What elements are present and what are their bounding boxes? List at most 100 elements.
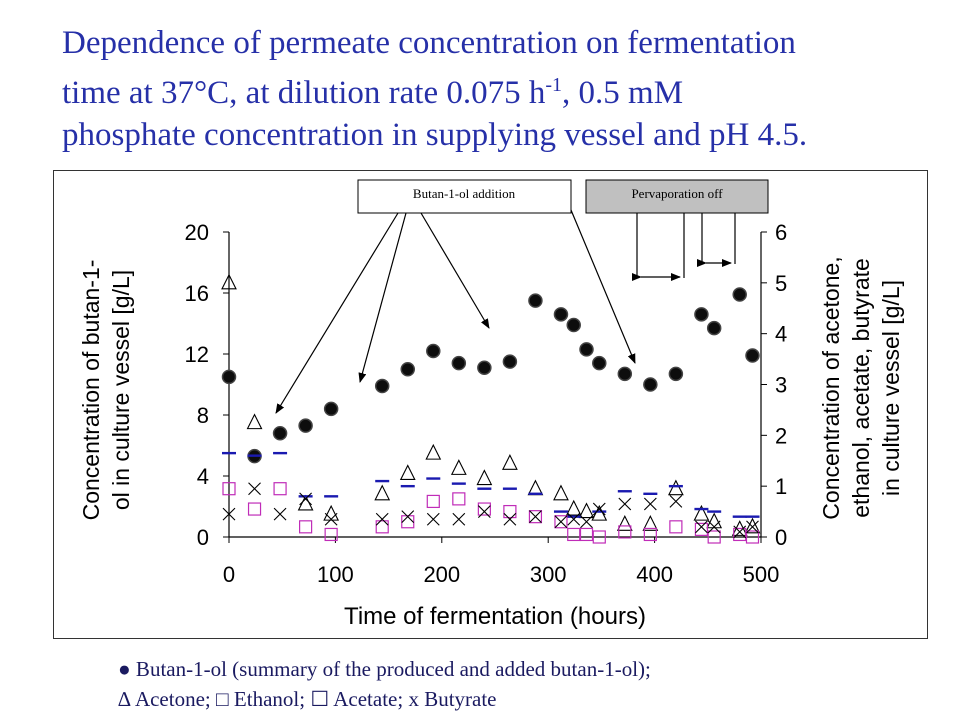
- butanol-point: [323, 401, 339, 417]
- butanol-point: [706, 320, 722, 336]
- y-right-tick-label: 0: [775, 525, 787, 550]
- pervaporation-off-box: [585, 179, 769, 214]
- butyrate-point: [733, 525, 747, 539]
- legend-line-1: ● Butan-1-ol (summary of the produced an…: [118, 657, 651, 681]
- legend: ● Butan-1-ol (summary of the produced an…: [118, 654, 651, 714]
- butyrate-point: [707, 520, 721, 534]
- butanol-point: [400, 362, 416, 377]
- y-right-tick-label: 3: [775, 373, 787, 398]
- acetate-point: [503, 504, 517, 519]
- butyrate-point: [503, 512, 517, 526]
- butyrate-point: [452, 512, 466, 526]
- acetate-point: [222, 482, 236, 496]
- acetone-point: [399, 464, 416, 481]
- left-axis-label-line-1: Concentration of butan-1-: [78, 260, 104, 521]
- title-line-3: phosphate concentration in supplying ves…: [62, 117, 808, 153]
- butanol-point: [732, 287, 747, 302]
- right-axis-label-line-2: ethanol, acetate, butyrate: [848, 258, 874, 518]
- acetate-point: [554, 515, 568, 529]
- acetone-point: [502, 454, 518, 470]
- y-left-tick-label: 8: [197, 403, 209, 428]
- y-right-tick-label: 1: [775, 474, 787, 499]
- y-right-tick-label: 4: [775, 322, 787, 347]
- butanol-point: [579, 342, 594, 357]
- acetone-point: [450, 459, 467, 475]
- acetate-point: [669, 520, 683, 534]
- butyrate-point: [273, 507, 287, 521]
- axis-ticks: [223, 231, 767, 543]
- butanol-point: [745, 348, 760, 363]
- acetone-point: [616, 515, 633, 531]
- acetate-point: [694, 522, 709, 536]
- x-axis-label: Time of fermentation (hours): [344, 603, 646, 630]
- acetate-point: [401, 515, 415, 529]
- butanol-point: [272, 426, 288, 441]
- acetone-point: [706, 512, 723, 529]
- acetate-point: [375, 520, 389, 534]
- x-tick-label: 400: [636, 562, 673, 587]
- butyrate-point: [669, 495, 683, 508]
- butyrate-point: [554, 515, 568, 529]
- series-acetate: [222, 482, 760, 544]
- acetone-point: [425, 443, 442, 460]
- butyrate-point: [567, 512, 581, 526]
- x-tick-label: 500: [743, 562, 780, 587]
- slide-title: Dependence of permeate concentration on …: [62, 22, 942, 156]
- y-left-tick-label: 20: [185, 220, 209, 245]
- acetate-point: [452, 492, 466, 506]
- acetate-point: [618, 525, 632, 539]
- butyrate-point: [401, 510, 415, 524]
- butanol-point: [298, 418, 313, 433]
- chart-frame: [53, 170, 928, 639]
- x-tick-label: 0: [223, 562, 235, 587]
- butanol-point: [528, 293, 543, 308]
- butanol-point: [694, 307, 709, 322]
- title-superscript: -1: [545, 74, 563, 96]
- pervaporation-off-label: Pervaporation off: [631, 186, 723, 201]
- y-right-tick-label: 2: [775, 423, 787, 448]
- x-tick-label: 300: [530, 562, 567, 587]
- y-right-tick-label: 6: [775, 220, 787, 245]
- acetate-point: [426, 494, 440, 509]
- butanol-point: [477, 360, 492, 375]
- butanol-point: [566, 317, 581, 333]
- butyrate-point: [324, 512, 338, 526]
- butyrate-point: [695, 520, 708, 534]
- series-butan-1-ol: [221, 287, 760, 464]
- pervaporation-off-brackets: [632, 213, 736, 281]
- arrow-to-380h: [570, 209, 636, 364]
- acetone-point: [221, 273, 237, 290]
- butyrate-point: [299, 492, 312, 506]
- butanol-point: [451, 355, 467, 371]
- butanol-point: [668, 366, 684, 382]
- y-left-tick-label: 0: [197, 525, 209, 550]
- butanol-point: [426, 343, 441, 359]
- butanol-point: [592, 355, 607, 371]
- butyrate-point: [529, 510, 542, 524]
- left-axis-label: Concentration of butan-1- ol in culture …: [78, 260, 134, 521]
- acetate-point: [579, 527, 594, 542]
- acetate-point: [273, 482, 287, 496]
- y-left-tick-label: 4: [197, 464, 209, 489]
- y-right-tick-label: 5: [775, 271, 787, 296]
- butyrate-point: [643, 497, 657, 511]
- butyrate-point: [592, 502, 606, 516]
- title-line-1: Dependence of permeate concentration on …: [62, 25, 796, 61]
- acetate-point: [324, 527, 338, 542]
- x-tick-label: 200: [423, 562, 460, 587]
- butyrate-point: [746, 520, 759, 534]
- butanol-point: [374, 378, 390, 394]
- acetate-point: [733, 527, 747, 542]
- acetone-point: [565, 499, 582, 516]
- butanol-point: [643, 377, 658, 392]
- butanol-point: [553, 307, 569, 322]
- title-line-2-text: time at 37°C, at dilution rate 0.075 h: [62, 75, 546, 111]
- right-axis-label: Concentration of acetone, ethanol, aceta…: [818, 256, 904, 519]
- series-butyrate: [222, 482, 759, 539]
- acetate-point: [745, 530, 760, 544]
- butyrate-point: [222, 507, 236, 521]
- arrow-to-24h: [275, 212, 399, 414]
- legend-line-2: ∆ Acetone; □ Ethanol; ☐ Acetate; x Butyr…: [118, 687, 497, 711]
- title-line-2: time at 37°C, at dilution rate 0.075 h-1…: [62, 64, 942, 114]
